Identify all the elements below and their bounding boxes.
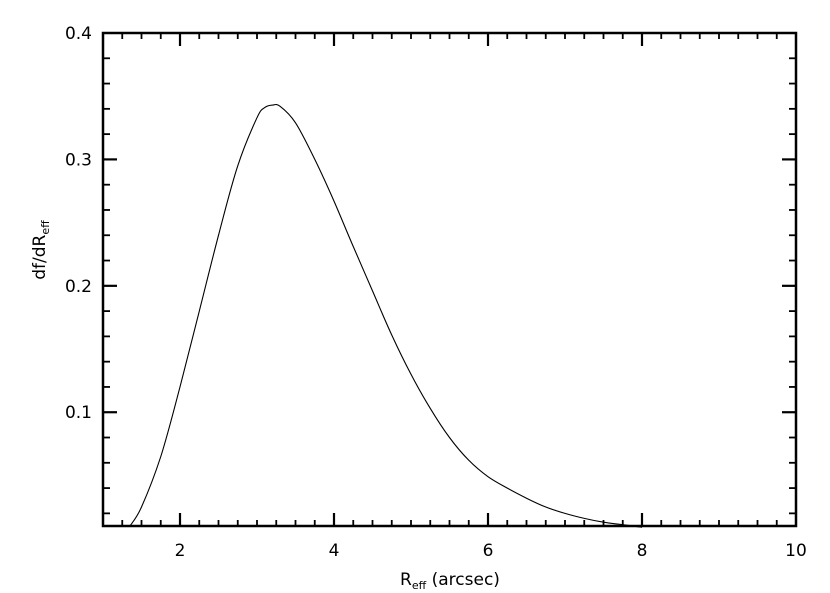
y-axis-title: df/dReff — [30, 220, 52, 280]
x-tick-label: 2 — [175, 541, 186, 561]
plot-frame — [101, 31, 798, 528]
x-tick-label: 6 — [483, 541, 494, 561]
x-tick-label: 4 — [329, 541, 340, 561]
x-tick-label: 8 — [637, 541, 648, 561]
x-tick-label: 10 — [785, 541, 807, 561]
x-axis-title: Reff (arcsec) — [400, 570, 500, 592]
y-tick-label: 0.1 — [65, 403, 92, 423]
y-tick-label: 0.3 — [65, 150, 92, 170]
y-tick-label: 0.2 — [65, 277, 92, 297]
y-tick-label: 0.4 — [65, 24, 92, 44]
tick-labels: 2 4 6 8 10 0.1 0.2 0.3 0.4 — [65, 24, 807, 561]
series-line — [129, 103, 643, 528]
